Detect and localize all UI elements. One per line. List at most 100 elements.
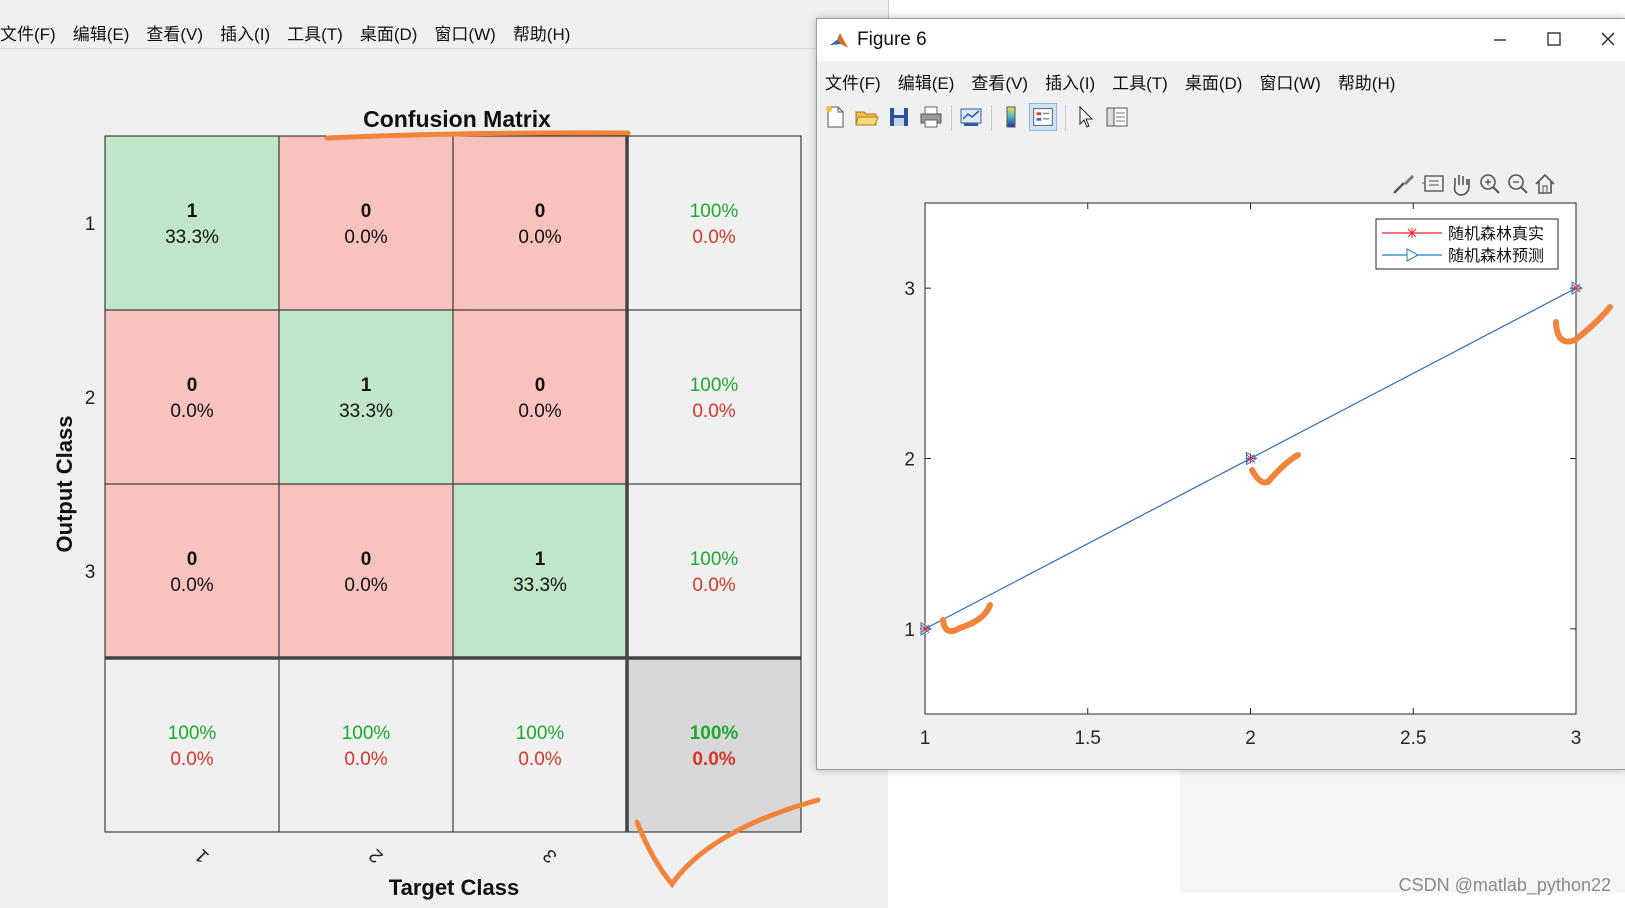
confusion-matrix-title: Confusion Matrix <box>363 106 551 132</box>
x-tick-label: 2.5 <box>1400 728 1426 749</box>
pan-icon[interactable] <box>1453 175 1470 196</box>
figure-menubar: 文件(F) 编辑(E) 查看(V) 插入(I) 工具(T) 桌面(D) 窗口(W… <box>825 66 1412 96</box>
home-icon[interactable] <box>1535 173 1555 194</box>
open-file-icon <box>855 111 879 126</box>
zoom-out-icon[interactable] <box>1508 174 1528 194</box>
cell-percent: 33.3% <box>339 401 393 422</box>
brush-icon[interactable] <box>1393 175 1414 194</box>
predicted-value-point <box>1571 281 1583 296</box>
menu-edit[interactable]: 编辑(E) <box>897 73 955 93</box>
cell-count: 1 <box>535 549 546 570</box>
cell-percent: 0.0% <box>518 227 561 248</box>
pointer-icon <box>1079 105 1094 128</box>
menu-file[interactable]: 文件(F) <box>825 73 881 93</box>
matrix-cell <box>452 483 628 659</box>
figure-titlebar[interactable]: Figure 6 <box>817 19 1625 61</box>
cell-percent: 0.0% <box>170 575 213 596</box>
menu-window[interactable]: 窗口(W) <box>1259 73 1321 93</box>
print-button[interactable] <box>917 103 945 131</box>
y-tick-label: 2 <box>904 450 915 471</box>
link-plot-button[interactable] <box>957 103 985 131</box>
cell-count: 0 <box>187 549 198 570</box>
menu-view[interactable]: 查看(V) <box>971 73 1029 93</box>
maximize-button[interactable] <box>1531 25 1577 55</box>
toolbar-divider <box>991 105 992 131</box>
maximize-icon <box>1547 32 1561 46</box>
figure-6-window: Figure 6 文件(F) 编辑(E) 查看(V) 插入(I) 工具(T) 桌… <box>816 18 1625 770</box>
column-summary-correct: 100% <box>342 723 391 744</box>
row-tick-label: 2 <box>85 388 96 409</box>
column-summary-wrong: 0.0% <box>170 749 213 770</box>
menu-file[interactable]: 文件(F) <box>0 24 56 44</box>
total-accuracy-wrong: 0.0% <box>692 749 735 770</box>
zoom-in-icon[interactable] <box>1480 174 1500 194</box>
row-summary-cell <box>626 309 802 485</box>
property-editor-button[interactable] <box>1103 103 1131 131</box>
legend-label-pred: 随机森林预测 <box>1448 246 1544 265</box>
column-tick-label: 3 <box>539 844 561 866</box>
menu-help[interactable]: 帮助(H) <box>1337 73 1396 93</box>
matrix-cell <box>278 135 454 311</box>
menu-desktop[interactable]: 桌面(D) <box>1184 73 1243 93</box>
cell-percent: 33.3% <box>165 227 219 248</box>
data-tip-icon[interactable] <box>1422 175 1444 192</box>
open-file-button[interactable] <box>853 103 881 131</box>
print-icon <box>920 106 942 128</box>
menu-divider <box>0 48 888 49</box>
row-tick-label: 3 <box>85 562 96 583</box>
save-icon <box>890 108 908 126</box>
matrix-cell <box>104 309 280 485</box>
minimize-button[interactable] <box>1477 25 1523 55</box>
colorbar-icon <box>1006 106 1016 128</box>
close-icon <box>1601 32 1615 46</box>
column-tick-label: 2 <box>365 844 387 866</box>
row-summary-wrong: 0.0% <box>692 575 735 596</box>
menu-view[interactable]: 查看(V) <box>146 24 204 44</box>
main-menubar: 文件(F) 编辑(E) 查看(V) 插入(I) 工具(T) 桌面(D) 窗口(W… <box>0 17 587 47</box>
menu-desktop[interactable]: 桌面(D) <box>359 24 418 44</box>
column-tick-label: 1 <box>191 844 213 866</box>
row-summary-cell <box>626 135 802 311</box>
matrix-cell <box>278 309 454 485</box>
matrix-cell <box>104 483 280 659</box>
matrix-cell <box>278 483 454 659</box>
cell-count: 1 <box>361 375 372 396</box>
menu-edit[interactable]: 编辑(E) <box>72 24 130 44</box>
legend-label-true: 随机森林真实 <box>1448 224 1544 243</box>
matrix-cell <box>452 309 628 485</box>
cell-percent: 0.0% <box>170 401 213 422</box>
close-button[interactable] <box>1585 25 1625 55</box>
cell-count: 0 <box>535 375 546 396</box>
row-summary-wrong: 0.0% <box>692 227 735 248</box>
menu-tools[interactable]: 工具(T) <box>1112 73 1168 93</box>
menu-tools[interactable]: 工具(T) <box>287 24 343 44</box>
target-class-label: Target Class <box>389 875 519 900</box>
menu-insert[interactable]: 插入(I) <box>1045 73 1096 93</box>
colorbar-button[interactable] <box>997 103 1025 131</box>
legend-marker-star-icon <box>1407 228 1417 238</box>
axes-toolbar <box>1393 173 1555 196</box>
link-plot-icon <box>960 108 982 126</box>
new-figure-icon <box>826 106 844 128</box>
total-accuracy-cell <box>626 657 802 833</box>
column-summary-cell <box>104 657 280 833</box>
pointer-button[interactable] <box>1071 103 1099 131</box>
legend-button[interactable] <box>1029 103 1057 131</box>
new-figure-button[interactable] <box>821 103 849 131</box>
menu-insert[interactable]: 插入(I) <box>220 24 271 44</box>
x-tick-label: 3 <box>1571 728 1582 749</box>
menu-help[interactable]: 帮助(H) <box>512 24 571 44</box>
save-button[interactable] <box>885 103 913 131</box>
legend-box <box>1375 218 1559 270</box>
toolbar-divider <box>1065 105 1066 131</box>
menu-window[interactable]: 窗口(W) <box>434 24 496 44</box>
figure-toolbar <box>817 99 1625 135</box>
cell-count: 0 <box>187 375 198 396</box>
column-summary-correct: 100% <box>168 723 217 744</box>
legend-icon <box>1033 108 1053 126</box>
minimize-icon <box>1494 39 1506 41</box>
row-summary-correct: 100% <box>690 375 739 396</box>
column-summary-wrong: 0.0% <box>344 749 387 770</box>
cell-count: 1 <box>187 201 198 222</box>
matrix-cell <box>452 135 628 311</box>
